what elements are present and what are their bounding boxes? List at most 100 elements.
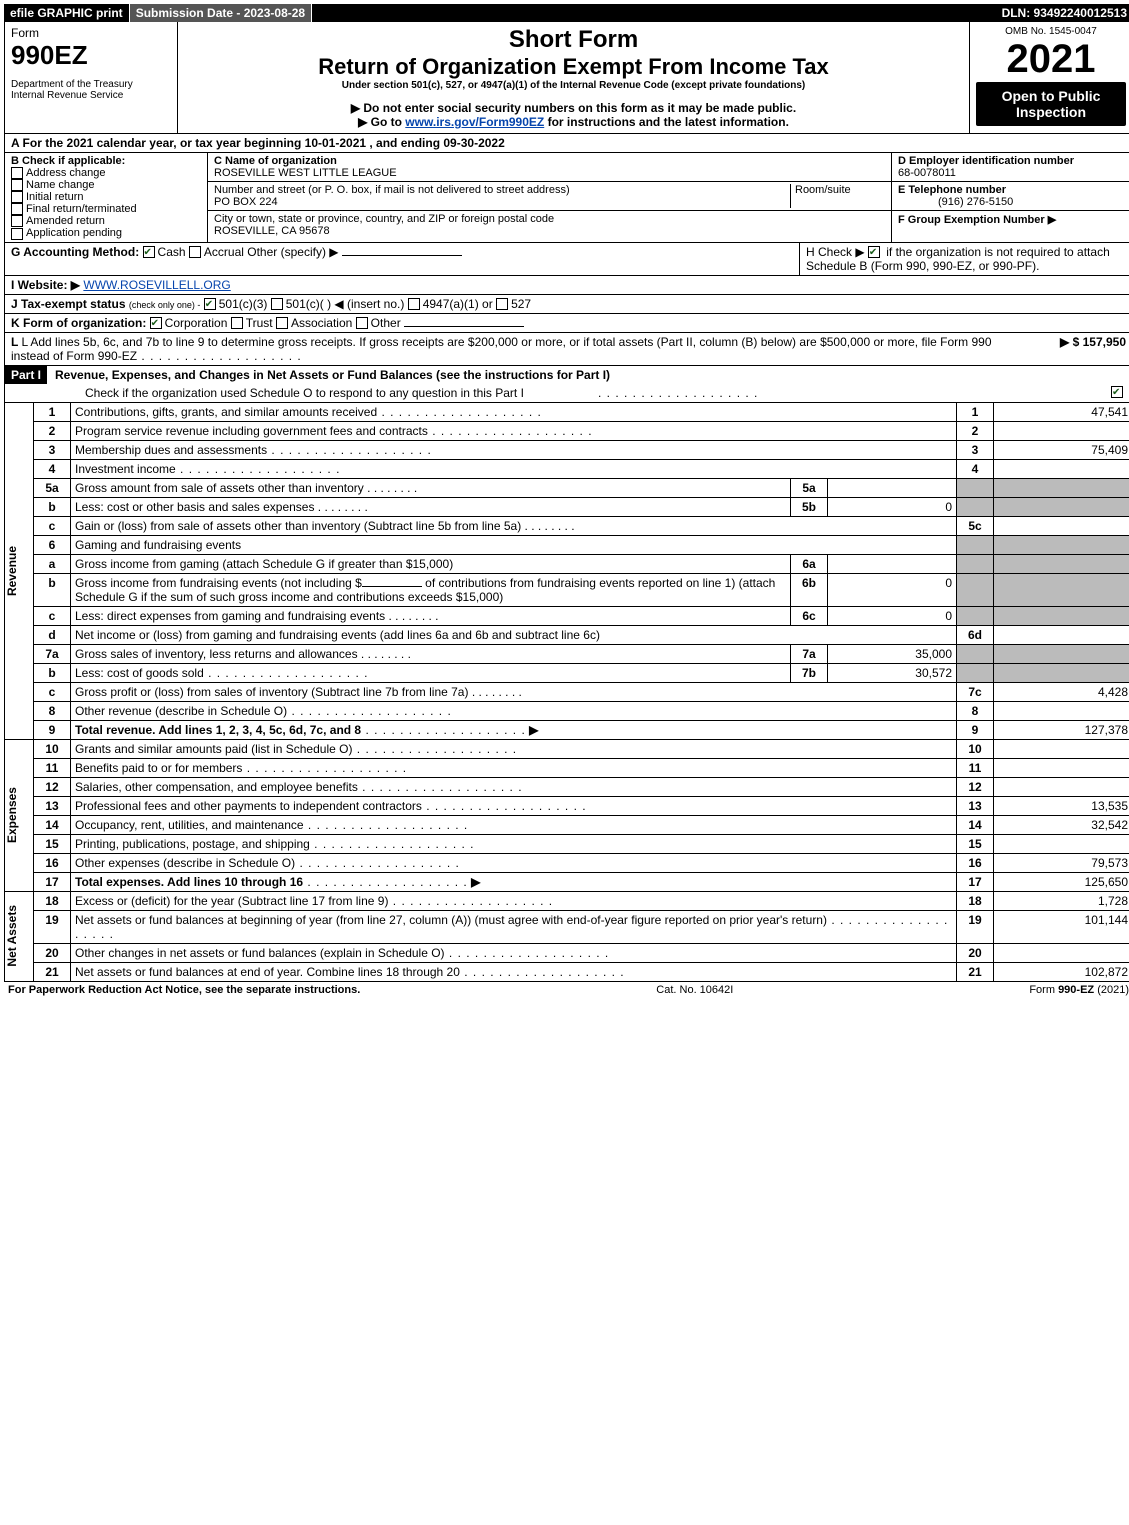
line-18-desc: Excess or (deficit) for the year (Subtra… [75, 894, 388, 908]
line-11-key: 11 [957, 758, 994, 777]
revenue-side-label: Revenue [5, 546, 19, 596]
short-form-title: Short Form [184, 26, 963, 54]
part-i-heading: Revenue, Expenses, and Changes in Net As… [47, 368, 610, 382]
form-header: Form 990EZ Department of the Treasury In… [4, 22, 1129, 134]
footer-left: For Paperwork Reduction Act Notice, see … [8, 984, 360, 996]
check-cash[interactable] [143, 246, 155, 258]
line-1-amt: 47,541 [994, 403, 1129, 422]
check-schedule-b[interactable] [868, 246, 880, 258]
check-4947[interactable] [408, 298, 420, 310]
section-bcdef: B Check if applicable: Address change Na… [4, 153, 1129, 243]
k-label: K Form of organization: [11, 316, 146, 330]
irs-link[interactable]: www.irs.gov/Form990EZ [405, 115, 544, 129]
expenses-side-label: Expenses [5, 787, 19, 843]
j-label: J Tax-exempt status [11, 297, 126, 311]
goto-pre: ▶ Go to [358, 115, 405, 129]
part-i-label: Part I [5, 366, 47, 384]
line-2-amt [994, 421, 1129, 440]
check-initial-return[interactable] [11, 191, 23, 203]
line-3-key: 3 [957, 440, 994, 459]
check-trust[interactable] [231, 317, 243, 329]
check-527[interactable] [496, 298, 508, 310]
phone-value: (916) 276-5150 [898, 196, 1013, 208]
line-21-amt: 102,872 [994, 962, 1129, 981]
footer-form-pre: Form [1029, 984, 1058, 996]
line-12-amt [994, 777, 1129, 796]
f-label: F Group Exemption Number ▶ [898, 214, 1056, 226]
website-link[interactable]: WWW.ROSEVILLELL.ORG [83, 278, 230, 292]
line-12-desc: Salaries, other compensation, and employ… [75, 780, 358, 794]
label-527: 527 [511, 297, 531, 311]
room-label: Room/suite [795, 184, 851, 196]
footer-form-post: (2021) [1094, 984, 1129, 996]
line-7b-subval: 30,572 [828, 663, 957, 682]
check-accrual[interactable] [189, 246, 201, 258]
line-7b-sub: 7b [791, 663, 828, 682]
line-4-amt [994, 459, 1129, 478]
line-6-desc: Gaming and fundraising events [71, 535, 957, 554]
check-application-pending[interactable] [11, 228, 23, 240]
line-2-desc: Program service revenue including govern… [75, 424, 428, 438]
line-17-key: 17 [957, 872, 994, 891]
line-6d-amt [994, 625, 1129, 644]
line-12-key: 12 [957, 777, 994, 796]
line-3-amt: 75,409 [994, 440, 1129, 459]
line-21-desc: Net assets or fund balances at end of ye… [75, 965, 460, 979]
line-18-key: 18 [957, 891, 994, 910]
e-label: E Telephone number [898, 184, 1006, 196]
check-final-return[interactable] [11, 203, 23, 215]
line-21-key: 21 [957, 962, 994, 981]
department-label: Department of the Treasury Internal Reve… [11, 79, 171, 101]
check-amended-return[interactable] [11, 215, 23, 227]
label-other-method: Other (specify) ▶ [247, 245, 338, 259]
check-address-change[interactable] [11, 167, 23, 179]
line-14-desc: Occupancy, rent, utilities, and maintena… [75, 818, 304, 832]
line-6b-desc-a: Gross income from fundraising events (no… [75, 576, 362, 590]
check-501c[interactable] [271, 298, 283, 310]
check-corporation[interactable] [150, 317, 162, 329]
line-6a-sub: 6a [791, 554, 828, 573]
line-a: A For the 2021 calendar year, or tax yea… [4, 134, 1129, 153]
label-501c: 501(c)( ) ◀ (insert no.) [286, 297, 405, 311]
line-7c-key: 7c [957, 682, 994, 701]
line-5c-desc: Gain or (loss) from sale of assets other… [75, 519, 521, 533]
i-label: I Website: ▶ [11, 278, 80, 292]
line-8-desc: Other revenue (describe in Schedule O) [75, 704, 287, 718]
line-5c-amt [994, 516, 1129, 535]
check-other-org[interactable] [356, 317, 368, 329]
check-schedule-o[interactable] [1111, 386, 1123, 398]
subtitle: Under section 501(c), 527, or 4947(a)(1)… [184, 80, 963, 91]
line-7a-subval: 35,000 [828, 644, 957, 663]
line-10-amt [994, 739, 1129, 758]
line-4-desc: Investment income [75, 462, 176, 476]
check-association[interactable] [276, 317, 288, 329]
line-6b-sub: 6b [791, 573, 828, 606]
line-6c-desc: Less: direct expenses from gaming and fu… [75, 609, 385, 623]
check-name-change[interactable] [11, 179, 23, 191]
line-3-desc: Membership dues and assessments [75, 443, 267, 457]
check-501c3[interactable] [204, 298, 216, 310]
g-label: G Accounting Method: [11, 245, 139, 259]
form-number: 990EZ [11, 40, 171, 71]
line-6a-desc: Gross income from gaming (attach Schedul… [75, 557, 453, 571]
line-15-desc: Printing, publications, postage, and shi… [75, 837, 310, 851]
line-14-key: 14 [957, 815, 994, 834]
d-label: D Employer identification number [898, 155, 1074, 167]
line-15-amt [994, 834, 1129, 853]
line-11-amt [994, 758, 1129, 777]
line-13-desc: Professional fees and other payments to … [75, 799, 422, 813]
label-final-return: Final return/terminated [26, 203, 137, 215]
b-heading: B Check if applicable: [11, 155, 201, 167]
city-value: ROSEVILLE, CA 95678 [214, 225, 330, 237]
line-7a-desc: Gross sales of inventory, less returns a… [75, 647, 358, 661]
org-name: ROSEVILLE WEST LITTLE LEAGUE [214, 167, 397, 179]
part-i-check-text: Check if the organization used Schedule … [85, 386, 598, 400]
line-5b-desc: Less: cost or other basis and sales expe… [75, 500, 314, 514]
open-to-public: Open to Public Inspection [976, 82, 1126, 126]
warning-ssn: ▶ Do not enter social security numbers o… [184, 101, 963, 115]
line-20-desc: Other changes in net assets or fund bala… [75, 946, 445, 960]
line-10-key: 10 [957, 739, 994, 758]
line-9-desc: Total revenue. Add lines 1, 2, 3, 4, 5c,… [75, 723, 361, 737]
city-label: City or town, state or province, country… [214, 213, 554, 225]
label-corporation: Corporation [165, 316, 228, 330]
